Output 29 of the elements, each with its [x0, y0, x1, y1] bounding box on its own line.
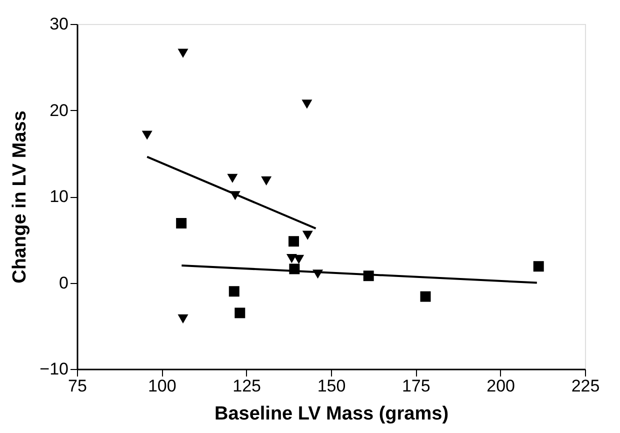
point — [234, 308, 246, 318]
point — [178, 314, 188, 324]
x-axis-title: Baseline LV Mass (grams) — [214, 404, 449, 424]
x-tick-label: 125 — [232, 376, 262, 396]
x-tick-label: 100 — [148, 376, 176, 396]
y-tick-label: 10 — [50, 187, 68, 206]
point — [176, 218, 187, 228]
y-tick-label: 20 — [50, 100, 68, 120]
point — [142, 130, 152, 140]
point — [302, 100, 312, 109]
point — [288, 236, 299, 247]
point — [178, 48, 188, 58]
x-tick-label: 200 — [486, 376, 516, 396]
x-tick-label: 175 — [402, 376, 430, 396]
y-tick-label: 30 — [50, 14, 68, 34]
x-tick-label: 150 — [317, 376, 346, 396]
point — [302, 230, 313, 240]
y-tick-label: 0 — [59, 273, 68, 292]
point — [294, 254, 304, 264]
point — [228, 286, 240, 297]
x-tick-label: 75 — [68, 376, 87, 396]
point — [261, 176, 272, 186]
point — [227, 174, 238, 183]
point — [420, 291, 431, 302]
y-axis-title: Change in LV Mass — [10, 110, 31, 284]
y-tick-label: −10 — [40, 360, 68, 378]
point — [533, 261, 544, 272]
x-tick-label: 225 — [571, 376, 600, 396]
point — [286, 254, 297, 264]
